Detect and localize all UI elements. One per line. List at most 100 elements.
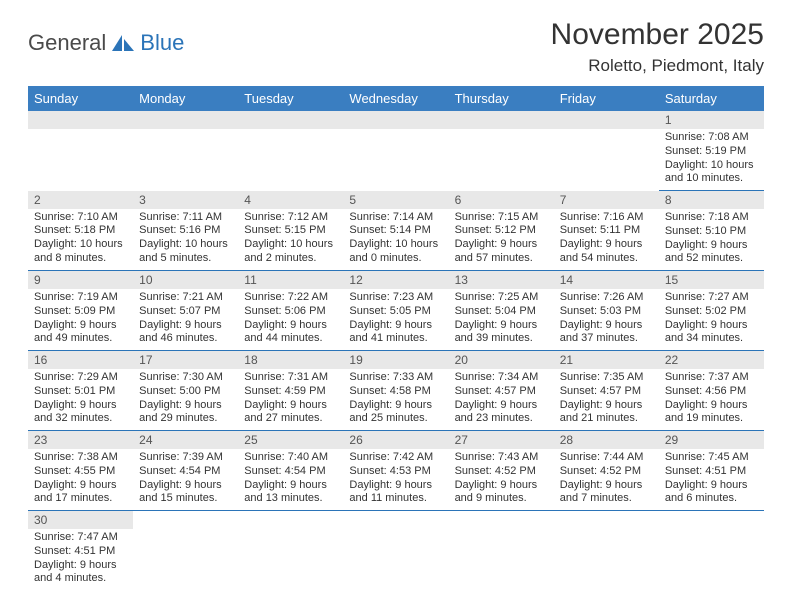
daylight-line: Daylight: 9 hours and 41 minutes. xyxy=(349,319,442,347)
sunrise-line: Sunrise: 7:27 AM xyxy=(665,291,758,305)
title-block: November 2025 Roletto, Piedmont, Italy xyxy=(551,18,764,76)
day-details: Sunrise: 7:08 AMSunset: 5:19 PMDaylight:… xyxy=(659,129,764,190)
day-details: Sunrise: 7:38 AMSunset: 4:55 PMDaylight:… xyxy=(28,449,133,510)
daylight-line: Daylight: 9 hours and 57 minutes. xyxy=(455,238,548,266)
day-number: 3 xyxy=(133,191,238,209)
weekday-header: Tuesday xyxy=(238,86,343,111)
sunset-line: Sunset: 5:00 PM xyxy=(139,385,232,399)
day-cell: 14Sunrise: 7:26 AMSunset: 5:03 PMDayligh… xyxy=(554,271,659,351)
sunset-line: Sunset: 4:54 PM xyxy=(244,465,337,479)
day-number: 27 xyxy=(449,431,554,449)
day-number: 11 xyxy=(238,271,343,289)
sunset-line: Sunset: 5:05 PM xyxy=(349,305,442,319)
daylight-line: Daylight: 9 hours and 19 minutes. xyxy=(665,399,758,427)
sunset-line: Sunset: 5:12 PM xyxy=(455,224,548,238)
day-details: Sunrise: 7:19 AMSunset: 5:09 PMDaylight:… xyxy=(28,289,133,350)
sunset-line: Sunset: 4:51 PM xyxy=(665,465,758,479)
day-number: 4 xyxy=(238,191,343,209)
day-details: Sunrise: 7:27 AMSunset: 5:02 PMDaylight:… xyxy=(659,289,764,350)
empty-cell xyxy=(133,511,238,591)
day-cell: 22Sunrise: 7:37 AMSunset: 4:56 PMDayligh… xyxy=(659,351,764,431)
sunrise-line: Sunrise: 7:14 AM xyxy=(349,211,442,225)
day-details: Sunrise: 7:29 AMSunset: 5:01 PMDaylight:… xyxy=(28,369,133,430)
calendar-row: 9Sunrise: 7:19 AMSunset: 5:09 PMDaylight… xyxy=(28,271,764,351)
empty-cell xyxy=(554,511,659,591)
day-details: Sunrise: 7:42 AMSunset: 4:53 PMDaylight:… xyxy=(343,449,448,510)
day-number: 24 xyxy=(133,431,238,449)
daylight-line: Daylight: 9 hours and 7 minutes. xyxy=(560,479,653,507)
sunrise-line: Sunrise: 7:29 AM xyxy=(34,371,127,385)
sunrise-line: Sunrise: 7:37 AM xyxy=(665,371,758,385)
calendar-row: 16Sunrise: 7:29 AMSunset: 5:01 PMDayligh… xyxy=(28,351,764,431)
day-details: Sunrise: 7:37 AMSunset: 4:56 PMDaylight:… xyxy=(659,369,764,430)
calendar-table: SundayMondayTuesdayWednesdayThursdayFrid… xyxy=(28,86,764,590)
day-cell: 4Sunrise: 7:12 AMSunset: 5:15 PMDaylight… xyxy=(238,191,343,271)
daylight-line: Daylight: 9 hours and 29 minutes. xyxy=(139,399,232,427)
daylight-line: Daylight: 10 hours and 5 minutes. xyxy=(139,238,232,266)
day-cell: 15Sunrise: 7:27 AMSunset: 5:02 PMDayligh… xyxy=(659,271,764,351)
daylight-line: Daylight: 9 hours and 44 minutes. xyxy=(244,319,337,347)
empty-cell xyxy=(28,111,133,191)
daylight-line: Daylight: 9 hours and 32 minutes. xyxy=(34,399,127,427)
empty-cell xyxy=(554,111,659,191)
sunset-line: Sunset: 5:09 PM xyxy=(34,305,127,319)
empty-day-body xyxy=(343,129,448,181)
sunrise-line: Sunrise: 7:12 AM xyxy=(244,211,337,225)
daylight-line: Daylight: 9 hours and 15 minutes. xyxy=(139,479,232,507)
sunrise-line: Sunrise: 7:21 AM xyxy=(139,291,232,305)
sunrise-line: Sunrise: 7:35 AM xyxy=(560,371,653,385)
daylight-line: Daylight: 9 hours and 39 minutes. xyxy=(455,319,548,347)
day-cell: 10Sunrise: 7:21 AMSunset: 5:07 PMDayligh… xyxy=(133,271,238,351)
empty-daynum-bar xyxy=(343,111,448,129)
day-number: 28 xyxy=(554,431,659,449)
sunset-line: Sunset: 5:07 PM xyxy=(139,305,232,319)
sunrise-line: Sunrise: 7:47 AM xyxy=(34,531,127,545)
weekday-header: Sunday xyxy=(28,86,133,111)
day-cell: 30Sunrise: 7:47 AMSunset: 4:51 PMDayligh… xyxy=(28,511,133,591)
sunrise-line: Sunrise: 7:18 AM xyxy=(665,211,758,225)
daylight-line: Daylight: 9 hours and 17 minutes. xyxy=(34,479,127,507)
empty-day-body xyxy=(449,129,554,181)
day-details: Sunrise: 7:22 AMSunset: 5:06 PMDaylight:… xyxy=(238,289,343,350)
sunset-line: Sunset: 4:54 PM xyxy=(139,465,232,479)
day-details: Sunrise: 7:33 AMSunset: 4:58 PMDaylight:… xyxy=(343,369,448,430)
day-cell: 7Sunrise: 7:16 AMSunset: 5:11 PMDaylight… xyxy=(554,191,659,271)
day-cell: 6 Sunrise: 7:15 AMSunset: 5:12 PMDaylight… xyxy=(449,191,554,271)
sunset-line: Sunset: 5:04 PM xyxy=(455,305,548,319)
day-cell: 1Sunrise: 7:08 AMSunset: 5:19 PMDaylight… xyxy=(659,111,764,191)
sunrise-line: Sunrise: 7:10 AM xyxy=(34,211,127,225)
day-number: 7 xyxy=(554,191,659,209)
day-details: Sunrise: 7:10 AMSunset: 5:18 PMDaylight:… xyxy=(28,209,133,270)
daylight-line: Daylight: 10 hours and 2 minutes. xyxy=(244,238,337,266)
day-number: 6 xyxy=(449,191,554,209)
sunrise-line: Sunrise: 7:40 AM xyxy=(244,451,337,465)
sunrise-line: Sunrise: 7:15 AM xyxy=(455,211,548,225)
sunrise-line: Sunrise: 7:26 AM xyxy=(560,291,653,305)
day-details: Sunrise: 7:14 AMSunset: 5:14 PMDaylight:… xyxy=(343,209,448,270)
weekday-header: Friday xyxy=(554,86,659,111)
day-number: 20 xyxy=(449,351,554,369)
day-number: 14 xyxy=(554,271,659,289)
sunrise-line: Sunrise: 7:30 AM xyxy=(139,371,232,385)
empty-cell xyxy=(343,511,448,591)
empty-day-body xyxy=(238,129,343,181)
empty-day-body xyxy=(554,129,659,181)
day-details: Sunrise: 7:26 AMSunset: 5:03 PMDaylight:… xyxy=(554,289,659,350)
day-cell: 11Sunrise: 7:22 AMSunset: 5:06 PMDayligh… xyxy=(238,271,343,351)
calendar-row: 1Sunrise: 7:08 AMSunset: 5:19 PMDaylight… xyxy=(28,111,764,191)
day-number: 21 xyxy=(554,351,659,369)
sunset-line: Sunset: 4:53 PM xyxy=(349,465,442,479)
daylight-line: Daylight: 9 hours and 11 minutes. xyxy=(349,479,442,507)
empty-cell xyxy=(133,111,238,191)
sunrise-line: Sunrise: 7:39 AM xyxy=(139,451,232,465)
day-details: Sunrise: 7:12 AMSunset: 5:15 PMDaylight:… xyxy=(238,209,343,270)
empty-daynum-bar xyxy=(554,111,659,129)
day-details: Sunrise: 7:21 AMSunset: 5:07 PMDaylight:… xyxy=(133,289,238,350)
day-details: Sunrise: 7:11 AMSunset: 5:16 PMDaylight:… xyxy=(133,209,238,270)
calendar-row: 23Sunrise: 7:38 AMSunset: 4:55 PMDayligh… xyxy=(28,431,764,511)
day-number: 5 xyxy=(343,191,448,209)
sail-icon xyxy=(110,33,136,53)
day-cell: 18Sunrise: 7:31 AMSunset: 4:59 PMDayligh… xyxy=(238,351,343,431)
weekday-header: Monday xyxy=(133,86,238,111)
daylight-line: Daylight: 9 hours and 4 minutes. xyxy=(34,559,127,587)
